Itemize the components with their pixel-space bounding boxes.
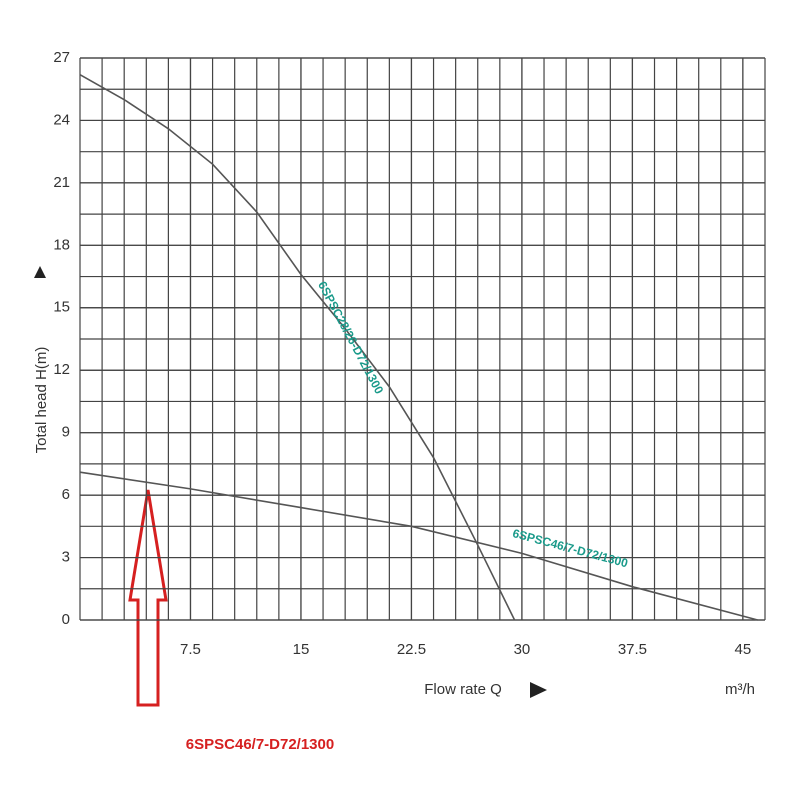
y-tick-label: 18 [53, 236, 70, 253]
x-tick-label: 7.5 [180, 641, 201, 658]
x-tick-label: 22.5 [397, 641, 426, 658]
x-tick-label: 37.5 [618, 641, 647, 658]
y-tick-label: 6 [62, 486, 70, 503]
x-axis-unit: m³/h [725, 681, 755, 698]
annotation: 6SPSC46/7-D72/1300 [186, 736, 334, 753]
curve-label: 6SPSC28/26-D72/1300 [315, 279, 386, 397]
y-tick-label: 24 [53, 111, 70, 128]
x-tick-label: 30 [514, 641, 531, 658]
x-axis-arrow [530, 682, 547, 698]
y-axis-arrow [34, 266, 46, 278]
y-tick-label: 27 [53, 49, 70, 66]
curve [79, 73, 516, 621]
curve [79, 471, 758, 621]
x-tick-label: 45 [735, 641, 752, 658]
x-axis-label: Flow rate Q [424, 681, 502, 698]
y-tick-label: 21 [53, 174, 70, 191]
y-tick-label: 12 [53, 361, 70, 378]
annotation-arrow [128, 489, 168, 707]
y-tick-label: 3 [62, 549, 70, 566]
y-axis-label: Total head H(m) [33, 347, 50, 454]
y-tick-label: 0 [62, 611, 70, 628]
curve-label: 6SPSC46/7-D72/1300 [511, 526, 630, 570]
x-tick-label: 15 [293, 641, 310, 658]
y-tick-label: 9 [62, 424, 70, 441]
y-tick-label: 15 [53, 299, 70, 316]
